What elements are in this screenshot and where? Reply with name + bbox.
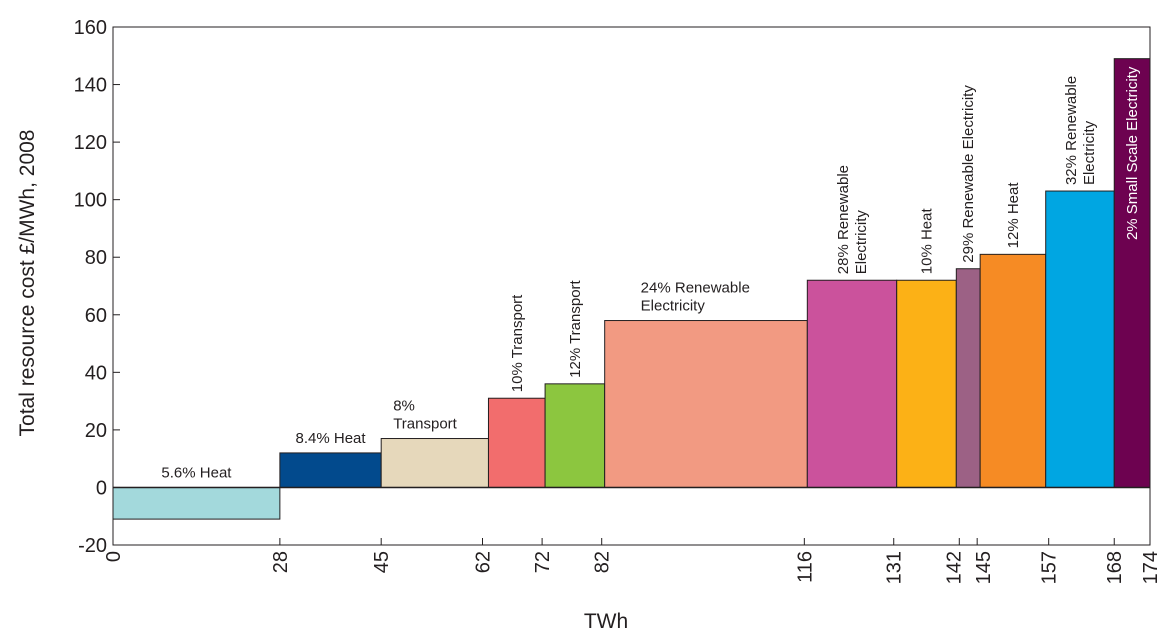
x-axis-ticks: 0 28 45 62 72 82 116 131 142 145 157 168 174 xyxy=(103,538,1162,584)
x-tick-label: 0 xyxy=(103,551,125,562)
y-tick-label: -20 xyxy=(78,535,107,557)
bar-label-29pct-renewable-electricity: 29% Renewable Electricity xyxy=(960,85,977,263)
y-tick-label: 80 xyxy=(85,247,107,269)
y-tick-label: 120 xyxy=(74,132,107,154)
y-axis-ticks: -20 0 20 40 60 80 100 120 140 160 xyxy=(74,17,120,557)
bar-label-10pct-heat: 10% Heat xyxy=(919,208,936,275)
bar-label-8pct-transport-line: Transport xyxy=(393,416,457,433)
x-tick-label: 131 xyxy=(884,551,906,584)
bar-label-8-4pct-heat: 8.4% Heat xyxy=(296,430,367,447)
x-tick-label: 62 xyxy=(473,551,495,573)
y-tick-label: 140 xyxy=(74,75,107,97)
bar-8-4pct-heat xyxy=(279,452,382,488)
x-tick-label: 82 xyxy=(592,551,614,573)
x-tick-label: 168 xyxy=(1104,551,1126,584)
x-tick-label: 145 xyxy=(973,551,995,584)
y-tick-label: 20 xyxy=(85,420,107,442)
bar-label-10pct-transport: 10% Transport xyxy=(509,294,526,392)
x-tick-label: 116 xyxy=(794,551,816,583)
bar-label-8pct-transport-line: 8% xyxy=(393,398,415,415)
bar-label-2pct-small-scale-electricity: 2% Small Scale Electricity xyxy=(1124,66,1141,240)
x-tick-label: 28 xyxy=(270,551,292,573)
y-axis-title: Total resource cost £/MWh, 2008 xyxy=(16,130,39,437)
bar-label-12pct-heat: 12% Heat xyxy=(1005,182,1022,249)
y-tick-label: 60 xyxy=(85,305,107,327)
x-tick-label: 174 xyxy=(1140,551,1162,584)
bar-label-32pct-renewable-electricity-line: Electricity xyxy=(1081,120,1098,185)
y-tick-label: 160 xyxy=(74,17,107,39)
y-tick-label: 0 xyxy=(96,477,107,499)
bar-label-28pct-renewable-electricity-line: Electricity xyxy=(853,210,870,275)
bar-28pct-renewable-electricity xyxy=(806,279,898,488)
bar-12pct-transport xyxy=(544,383,606,488)
bar-label-32pct-renewable-electricity-line: 32% Renewable xyxy=(1063,76,1080,185)
x-tick-label: 45 xyxy=(371,551,393,573)
bar-10pct-transport xyxy=(487,397,546,488)
bar-label-24pct-renewable-electricity-line: Electricity xyxy=(641,298,706,315)
bar-label-12pct-transport: 12% Transport xyxy=(567,279,584,377)
x-axis-title: TWh xyxy=(584,610,628,633)
y-tick-label: 100 xyxy=(74,190,107,212)
bar-5-6pct-heat xyxy=(112,486,281,520)
y-tick-label: 40 xyxy=(85,362,107,384)
x-tick-label: 142 xyxy=(943,551,965,584)
bar-29pct-renewable-electricity xyxy=(955,268,981,488)
bar-label-24pct-renewable-electricity-line: 24% Renewable xyxy=(641,280,750,297)
bar-8pct-transport xyxy=(380,438,489,488)
bar-10pct-heat xyxy=(896,279,957,488)
x-tick-label: 72 xyxy=(532,551,554,573)
bar-24pct-renewable-electricity xyxy=(604,320,808,488)
bar-labels-layer: 5.6% Heat 8.4% Heat 8%Transport 10% Transpo… xyxy=(161,66,1141,481)
bar-32pct-renewable-electricity xyxy=(1045,190,1115,488)
x-tick-label: 157 xyxy=(1039,551,1061,584)
bar-label-5-6pct-heat: 5.6% Heat xyxy=(161,464,232,481)
bar-12pct-heat xyxy=(979,253,1047,488)
bar-label-28pct-renewable-electricity-line: 28% Renewable xyxy=(835,165,852,274)
bars-layer xyxy=(112,58,1151,520)
